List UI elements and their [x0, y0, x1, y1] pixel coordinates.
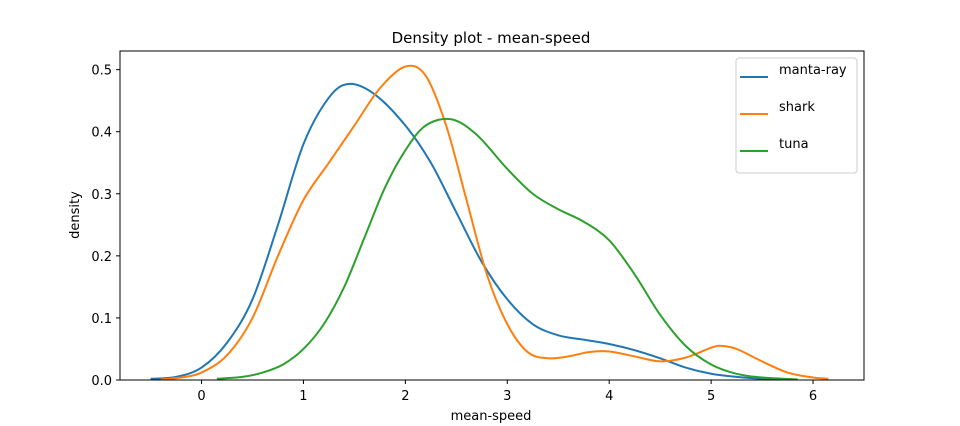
y-tick-label: 0.0 [91, 374, 112, 389]
y-axis-label: density [68, 191, 83, 239]
y-tick-label: 0.2 [91, 250, 112, 265]
x-tick-label: 3 [503, 389, 511, 404]
chart-title: Density plot - mean-speed [392, 29, 591, 47]
legend-box [735, 57, 858, 174]
x-tick-label: 1 [299, 389, 307, 404]
series-line-shark [160, 64, 829, 381]
y-tick-label: 0.3 [91, 188, 112, 203]
y-tick-label: 0.4 [91, 126, 112, 141]
x-tick-label: 6 [809, 389, 817, 404]
x-tick-label: 4 [605, 389, 613, 404]
axes-frame [119, 50, 865, 381]
series-line-manta-ray [150, 82, 793, 381]
legend-label-manta-ray: manta-ray [779, 63, 847, 78]
x-tick-label: 5 [707, 389, 715, 404]
y-tick-label: 0.5 [91, 64, 112, 79]
legend-label-tuna: tuna [779, 137, 809, 152]
legend-label-shark: shark [779, 100, 815, 115]
y-tick-label: 0.1 [91, 312, 112, 327]
legend: manta-ray shark tuna [735, 57, 858, 174]
series-line-tuna [216, 117, 798, 381]
x-tick-label: 2 [401, 389, 409, 404]
x-tick-label: 0 [197, 389, 205, 404]
x-axis-label: mean-speed [451, 409, 532, 424]
